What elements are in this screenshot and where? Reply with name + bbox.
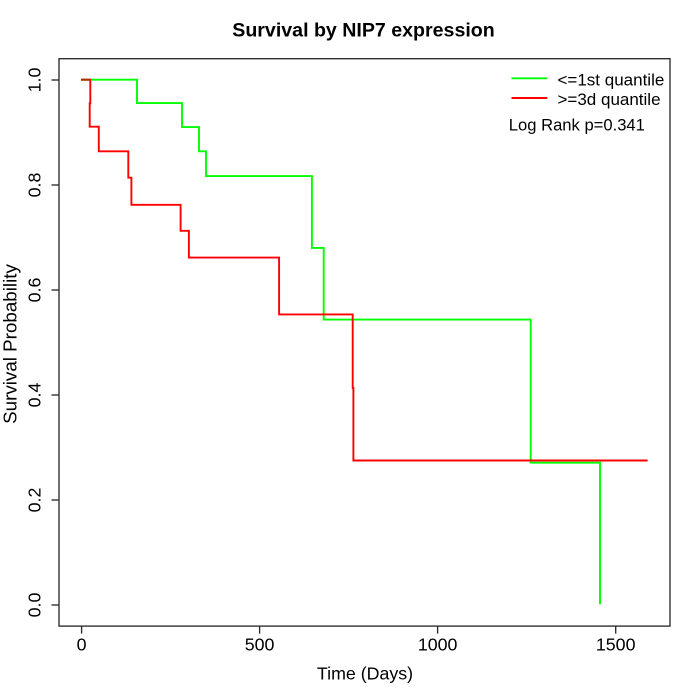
svg-text:Survival by NIP7 expression: Survival by NIP7 expression <box>232 20 494 42</box>
svg-text:Survival Probability: Survival Probability <box>0 264 21 424</box>
svg-text:0: 0 <box>77 635 87 655</box>
svg-text:Time (Days): Time (Days) <box>317 663 413 683</box>
svg-text:0.2: 0.2 <box>25 488 45 513</box>
svg-text:500: 500 <box>245 635 275 655</box>
svg-text:>=3d quantile: >=3d quantile <box>558 90 661 109</box>
svg-text:0.0: 0.0 <box>25 593 45 618</box>
svg-text:Log Rank p=0.341: Log Rank p=0.341 <box>509 115 645 134</box>
svg-text:0.8: 0.8 <box>25 173 45 198</box>
svg-text:0.4: 0.4 <box>25 383 45 408</box>
svg-text:1.0: 1.0 <box>25 68 45 93</box>
svg-text:0.6: 0.6 <box>25 278 45 303</box>
svg-text:<=1st quantile: <=1st quantile <box>558 70 665 89</box>
svg-text:1000: 1000 <box>418 635 458 655</box>
svg-text:1500: 1500 <box>596 635 636 655</box>
